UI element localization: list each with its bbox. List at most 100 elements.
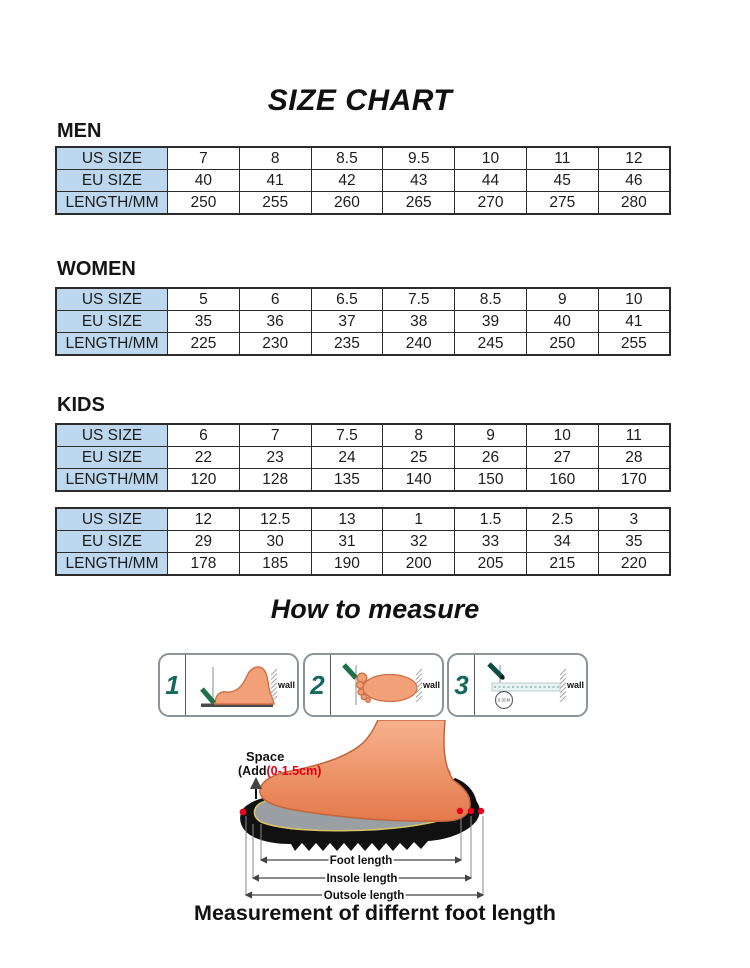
size-table-men: US SIZE 7 8 8.5 9.5 10 11 12 EU SIZE 40 41 42 43 44 45… bbox=[55, 146, 671, 215]
table-cell: 10 bbox=[454, 146, 527, 170]
wall-label: wall bbox=[422, 680, 440, 690]
table-row: EU SIZE 22 23 24 25 26 27 28 bbox=[55, 446, 671, 469]
table-cell: 12.5 bbox=[238, 507, 312, 531]
outsole-length-label: Outsole length bbox=[324, 890, 405, 902]
row-header-cell: US SIZE bbox=[55, 507, 168, 531]
table-cell: 36 bbox=[238, 310, 312, 333]
section-label-kids: KIDS bbox=[57, 394, 105, 416]
table-row: US SIZE 5 6 6.5 7.5 8.5 9 10 bbox=[55, 287, 671, 311]
table-cell: 11 bbox=[525, 146, 599, 170]
table-cell: 140 bbox=[382, 468, 456, 492]
row-header-cell: EU SIZE bbox=[55, 169, 168, 192]
table-cell: 160 bbox=[525, 468, 599, 492]
table-cell: 33 bbox=[454, 530, 527, 553]
table-cell: 120 bbox=[167, 468, 240, 492]
foot-side-measure-icon: wall bbox=[200, 666, 295, 707]
measure-step-3: 3 0.3CM wall bbox=[447, 653, 588, 717]
row-header-cell: EU SIZE bbox=[55, 446, 168, 469]
table-cell: 225 bbox=[167, 332, 240, 356]
table-cell: 8 bbox=[382, 423, 456, 447]
table-cell: 24 bbox=[310, 446, 384, 469]
table-cell: 245 bbox=[454, 332, 527, 356]
table-cell: 9 bbox=[525, 287, 599, 311]
table-cell: 41 bbox=[238, 169, 312, 192]
table-cell: 128 bbox=[238, 468, 312, 492]
table-cell: 40 bbox=[525, 310, 599, 333]
table-cell: 38 bbox=[382, 310, 456, 333]
row-header-cell: EU SIZE bbox=[55, 530, 168, 553]
table-cell: 8.5 bbox=[310, 146, 384, 170]
table-row: US SIZE 12 12.5 13 1 1.5 2.5 3 bbox=[55, 507, 671, 531]
size-table-kids-1: US SIZE 6 7 7.5 8 9 10 11 EU SIZE 22 23 24 25 26 27 28 L… bbox=[55, 423, 671, 492]
row-header-cell: LENGTH/MM bbox=[55, 191, 168, 215]
table-cell: 37 bbox=[310, 310, 384, 333]
table-cell: 6.5 bbox=[310, 287, 384, 311]
table-cell: 26 bbox=[454, 446, 527, 469]
table-cell: 270 bbox=[454, 191, 527, 215]
table-cell: 46 bbox=[597, 169, 671, 192]
table-cell: 44 bbox=[454, 169, 527, 192]
measuring-tape-icon: 0.3CM wall bbox=[487, 662, 584, 710]
table-row: EU SIZE 29 30 31 32 33 34 35 bbox=[55, 530, 671, 553]
table-cell: 1 bbox=[382, 507, 456, 531]
table-cell: 10 bbox=[597, 287, 671, 311]
table-cell: 200 bbox=[382, 552, 456, 576]
table-cell: 6 bbox=[167, 423, 240, 447]
circle-note: 0.3CM bbox=[498, 698, 511, 703]
table-cell: 12 bbox=[597, 146, 671, 170]
pencil-icon bbox=[487, 662, 505, 680]
foot-top-measure-icon: wall bbox=[342, 663, 440, 705]
table-cell: 260 bbox=[310, 191, 384, 215]
table-cell: 220 bbox=[597, 552, 671, 576]
table-cell: 170 bbox=[597, 468, 671, 492]
table-cell: 7.5 bbox=[310, 423, 384, 447]
table-cell: 30 bbox=[238, 530, 312, 553]
page-title: SIZE CHART bbox=[267, 84, 453, 117]
space-label: Space bbox=[246, 749, 284, 764]
step-1-number: 1 bbox=[160, 655, 186, 715]
insole-length-label: Insole length bbox=[327, 873, 398, 885]
table-row: LENGTH/MM 120 128 135 140 150 160 170 bbox=[55, 468, 671, 492]
marker-icon bbox=[200, 687, 216, 705]
table-cell: 22 bbox=[167, 446, 240, 469]
table-cell: 34 bbox=[525, 530, 599, 553]
row-header-cell: LENGTH/MM bbox=[55, 468, 168, 492]
table-cell: 45 bbox=[525, 169, 599, 192]
table-cell: 5 bbox=[167, 287, 240, 311]
table-cell: 42 bbox=[310, 169, 384, 192]
table-row: EU SIZE 35 36 37 38 39 40 41 bbox=[55, 310, 671, 333]
wall-label: wall bbox=[566, 680, 584, 690]
table-cell: 178 bbox=[167, 552, 240, 576]
table-cell: 185 bbox=[238, 552, 312, 576]
wall-hatch bbox=[270, 668, 278, 703]
table-cell: 205 bbox=[454, 552, 527, 576]
guide-lines bbox=[245, 816, 484, 895]
wall-label: wall bbox=[277, 680, 295, 690]
table-row: LENGTH/MM 250 255 260 265 270 275 280 bbox=[55, 191, 671, 215]
row-header-cell: US SIZE bbox=[55, 287, 168, 311]
row-header-cell: US SIZE bbox=[55, 146, 168, 170]
row-header-cell: EU SIZE bbox=[55, 310, 168, 333]
table-cell: 40 bbox=[167, 169, 240, 192]
table-cell: 11 bbox=[597, 423, 671, 447]
table-cell: 280 bbox=[597, 191, 671, 215]
table-cell: 275 bbox=[525, 191, 599, 215]
wall-hatch bbox=[559, 668, 567, 703]
table-cell: 35 bbox=[597, 530, 671, 553]
table-cell: 25 bbox=[382, 446, 456, 469]
foot-side-shape bbox=[214, 666, 275, 705]
table-row: LENGTH/MM 225 230 235 240 245 250 255 bbox=[55, 332, 671, 356]
row-header-cell: US SIZE bbox=[55, 423, 168, 447]
foot-length-label: Foot length bbox=[330, 855, 393, 867]
table-cell: 230 bbox=[238, 332, 312, 356]
table-row: US SIZE 7 8 8.5 9.5 10 11 12 bbox=[55, 146, 671, 170]
table-cell: 240 bbox=[382, 332, 456, 356]
table-row: EU SIZE 40 41 42 43 44 45 46 bbox=[55, 169, 671, 192]
table-cell: 10 bbox=[525, 423, 599, 447]
length-arrows bbox=[244, 856, 485, 899]
section-label-women: WOMEN bbox=[57, 258, 136, 280]
foot-length-diagram: Space (Add(0-1.5cm) Foot length Insole l… bbox=[238, 720, 485, 904]
marker-icon bbox=[342, 663, 358, 680]
table-cell: 8 bbox=[238, 146, 312, 170]
table-cell: 13 bbox=[310, 507, 384, 531]
